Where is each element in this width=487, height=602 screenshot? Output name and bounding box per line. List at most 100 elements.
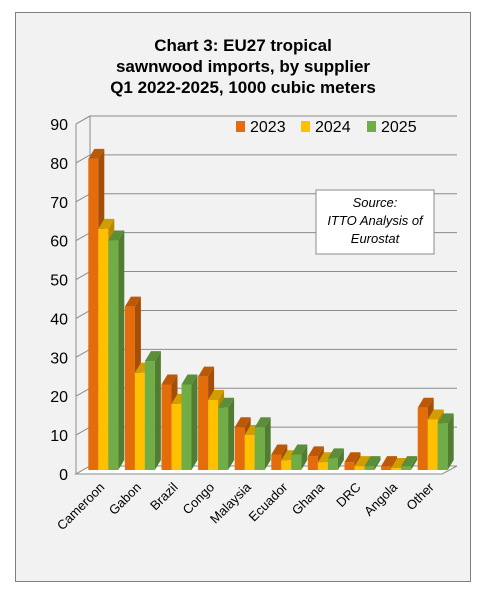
bar-front — [327, 458, 338, 470]
y-tick-label: 20 — [50, 389, 68, 406]
bar-front — [218, 407, 229, 470]
bar — [401, 456, 418, 470]
legend-label: 2025 — [381, 119, 417, 136]
bar-front — [124, 306, 135, 470]
bar-front — [208, 400, 219, 470]
source-annotation: Source: ITTO Analysis of Eurostat — [315, 189, 435, 255]
bar — [364, 456, 381, 470]
legend-label: 2023 — [250, 119, 286, 136]
bar-top — [391, 458, 408, 469]
legend: 2023 2024 2025 — [236, 119, 417, 136]
bars — [88, 148, 454, 470]
side-wall — [75, 115, 91, 475]
bar-top — [144, 351, 161, 362]
gridline-side — [75, 348, 91, 358]
x-tick-label: Ghana — [289, 479, 328, 518]
x-tick-label: Angola — [361, 479, 401, 519]
bar-front — [381, 466, 392, 470]
bar-top — [364, 456, 381, 467]
legend-label: 2024 — [315, 119, 351, 136]
bar-side — [411, 456, 418, 470]
gridline-side — [75, 232, 91, 242]
gridline-side — [75, 154, 91, 164]
bar-top — [108, 230, 125, 241]
bar-front — [417, 407, 428, 470]
annotation-line: Source: — [353, 195, 398, 210]
bar-front — [144, 361, 155, 470]
x-tick-label: Ecuador — [246, 479, 291, 524]
bar-side — [191, 374, 198, 470]
bar — [327, 448, 344, 470]
y-tick-label: 80 — [50, 156, 68, 173]
bar-front — [108, 240, 119, 470]
y-tick-label: 70 — [50, 195, 68, 212]
bar-top — [437, 413, 454, 424]
bar-top — [234, 417, 251, 428]
bar-front — [254, 427, 265, 470]
bar-top — [354, 456, 371, 467]
y-tick-label: 90 — [50, 117, 68, 134]
bar-top — [218, 397, 235, 408]
annotation-box — [315, 189, 435, 255]
bar-side — [264, 417, 271, 470]
x-tick-label: Cameroon — [54, 480, 108, 534]
bar-top — [427, 409, 444, 420]
bar-front — [427, 419, 438, 470]
gridline-side — [75, 310, 91, 319]
gridline-side — [75, 387, 91, 397]
bar — [144, 351, 161, 470]
x-tick-label: DRC — [333, 480, 364, 511]
bar-front — [271, 454, 282, 470]
bar-top — [327, 448, 344, 459]
x-tick-label: Other — [403, 479, 437, 513]
bar-side — [447, 413, 454, 470]
gridline-side — [75, 426, 91, 436]
bar-side — [228, 397, 235, 470]
bar-front — [291, 454, 302, 470]
bar-front — [401, 466, 412, 470]
legend-swatch — [301, 121, 310, 132]
x-tick-label: Brazil — [147, 479, 181, 513]
bar-top — [291, 444, 308, 455]
annotation-line: ITTO Analysis of — [327, 213, 424, 228]
bar-front — [244, 435, 255, 470]
gridline-side — [75, 115, 91, 125]
bar-front — [134, 372, 145, 470]
x-tick-label: Malaysia — [207, 479, 254, 526]
bar-top — [161, 374, 178, 385]
bar — [291, 444, 308, 470]
bar-top — [381, 456, 398, 467]
bar-top — [208, 390, 225, 400]
bar-top — [254, 417, 271, 428]
bar-front — [437, 423, 448, 470]
chart-title-line-1: Chart 3: EU27 tropical — [154, 36, 332, 55]
legend-swatch — [367, 121, 376, 132]
y-tick-label: 10 — [50, 428, 68, 445]
bar-top — [181, 374, 198, 385]
bar — [108, 230, 125, 470]
bar-front — [88, 158, 99, 470]
bar-top — [98, 218, 115, 229]
bar-top — [307, 446, 324, 457]
bar — [437, 413, 454, 470]
y-tick-label: 40 — [50, 311, 68, 328]
bar — [254, 417, 271, 470]
bar-top — [198, 366, 215, 377]
bar-front — [234, 427, 245, 470]
bar-top — [317, 452, 334, 463]
bar-side — [154, 351, 161, 470]
chart-title-line-2: sawnwood imports, by supplier — [115, 57, 371, 76]
bar-top — [417, 397, 434, 408]
gridline-side — [75, 193, 91, 203]
gridline-side — [75, 271, 91, 280]
y-tick-label: 60 — [50, 234, 68, 251]
bar-side — [301, 444, 308, 470]
chart-title: Chart 3: EU27 tropical sawnwood imports,… — [16, 35, 470, 98]
y-tick-label: 30 — [50, 350, 68, 367]
chart-title-line-3: Q1 2022-2025, 1000 cubic meters — [110, 78, 376, 97]
y-axis: 0 10 20 30 40 50 60 70 80 90 — [50, 117, 68, 484]
legend-swatch — [236, 121, 245, 132]
bar-top — [401, 456, 418, 467]
